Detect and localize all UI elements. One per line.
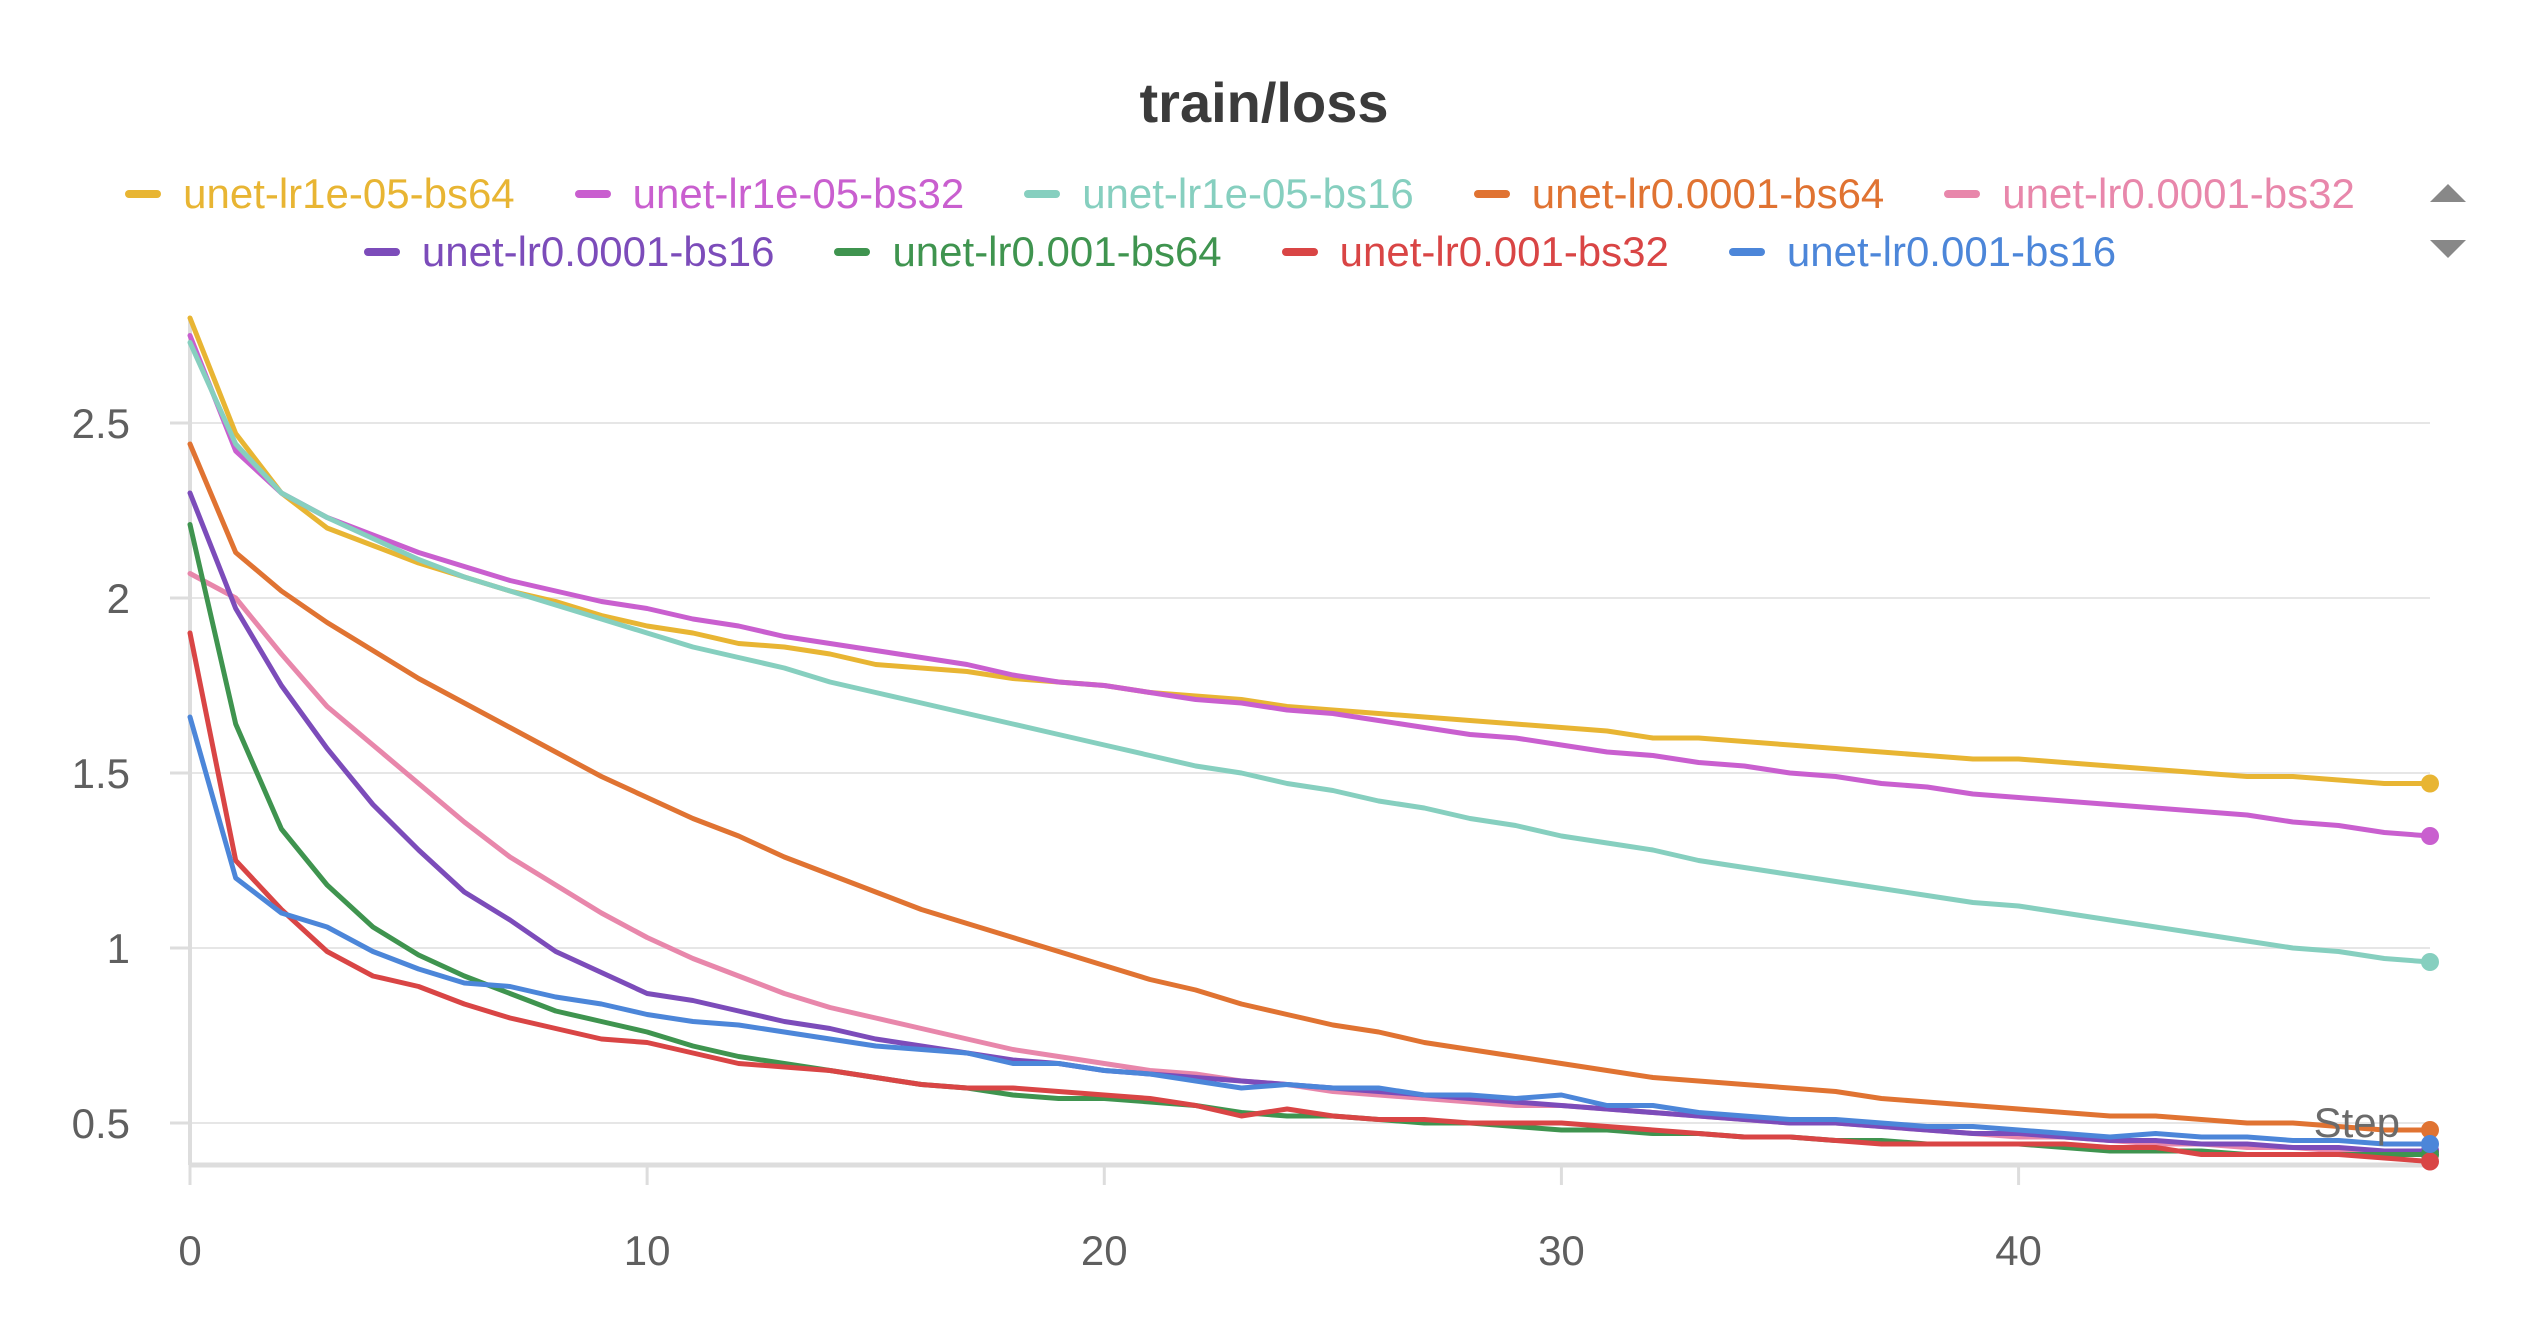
series-end-marker (2421, 953, 2439, 971)
legend-label: unet-lr0.001-bs16 (1786, 228, 2117, 275)
series-line-unet-lr1e-05-bs32[interactable] (187, 333, 2433, 839)
grid-lines (190, 422, 2430, 1124)
scroll-down-icon[interactable] (2430, 240, 2466, 258)
series-end-marker (2421, 1152, 2439, 1171)
legend-label: unet-lr0.001-bs32 (1339, 228, 1669, 275)
x-tick-label: 0 (178, 1227, 201, 1274)
x-axis-title: Step (2314, 1099, 2400, 1146)
legend-item[interactable]: unet-lr0.0001-bs32 (1944, 170, 2355, 218)
legend-swatch (834, 248, 871, 256)
legend-item[interactable]: unet-lr0.001-bs64 (834, 228, 1222, 276)
y-tick-label: 1.5 (72, 750, 130, 797)
legend-item[interactable]: unet-lr1e-05-bs64 (125, 170, 515, 218)
chart-legend: unet-lr1e-05-bs64 unet-lr1e-05-bs32 unet-l… (40, 165, 2440, 281)
x-tick-label: 20 (1081, 1227, 1128, 1274)
legend-swatch (1281, 248, 1318, 256)
legend-swatch (1024, 190, 1061, 198)
y-tick-label: 2.5 (72, 400, 130, 447)
legend-label: unet-lr0.001-bs64 (892, 228, 1222, 275)
series-line-unet-lr0.0001-bs64[interactable] (187, 441, 2433, 1133)
legend-item[interactable]: unet-lr1e-05-bs32 (574, 170, 965, 218)
x-tick-label: 40 (1995, 1227, 2042, 1274)
legend-swatch (363, 248, 400, 256)
legend-label: unet-lr1e-05-bs64 (183, 170, 515, 217)
legend-swatch (1473, 190, 1510, 198)
legend-swatch (1728, 248, 1765, 256)
series-line-unet-lr1e-05-bs64[interactable] (187, 315, 2433, 786)
legend-item[interactable]: unet-lr0.001-bs32 (1281, 228, 1669, 276)
series-line-unet-lr1e-05-bs16[interactable] (187, 340, 2433, 965)
legend-label: unet-lr1e-05-bs16 (1082, 170, 1414, 217)
series-end-marker (2421, 827, 2439, 845)
legend-swatch (574, 190, 611, 198)
y-tick-label: 2 (107, 575, 130, 622)
legend-item[interactable]: unet-lr0.0001-bs16 (363, 228, 775, 276)
x-tick-label: 10 (624, 1227, 671, 1274)
series-line-unet-lr0.0001-bs16[interactable] (187, 490, 2433, 1154)
legend-label: unet-lr0.0001-bs64 (1531, 170, 1885, 217)
series-line-unet-lr0.001-bs16[interactable] (187, 714, 2433, 1147)
legend-row: unet-lr0.0001-bs16 unet-lr0.001-bs64 unet-… (40, 223, 2440, 281)
series-lines (187, 315, 2439, 1171)
chart-title: train/loss (1139, 71, 1389, 134)
legend-label: unet-lr0.0001-bs16 (421, 228, 775, 275)
legend-label: unet-lr1e-05-bs32 (632, 170, 965, 217)
legend-item[interactable]: unet-lr1e-05-bs16 (1024, 170, 1414, 218)
y-tick-label: 0.5 (72, 1100, 130, 1147)
legend-item[interactable]: unet-lr0.001-bs16 (1728, 228, 2117, 276)
legend-label: unet-lr0.0001-bs32 (2002, 170, 2355, 217)
series-line-unet-lr0.001-bs32[interactable] (187, 630, 2433, 1164)
legend-swatch (1944, 190, 1981, 198)
legend-row: unet-lr1e-05-bs64 unet-lr1e-05-bs32 unet-l… (40, 165, 2440, 223)
series-line-unet-lr0.0001-bs32[interactable] (187, 571, 2433, 1154)
series-end-marker (2421, 1121, 2439, 1139)
series-line-unet-lr0.001-bs64[interactable] (187, 522, 2433, 1157)
legend-scroll-controls (2424, 172, 2474, 272)
series-end-marker (2421, 774, 2439, 793)
scroll-up-icon[interactable] (2430, 184, 2466, 202)
axes (170, 318, 2430, 1185)
x-tick-label: 30 (1538, 1227, 1585, 1274)
series-end-marker (2421, 1135, 2439, 1153)
y-tick-label: 1 (107, 925, 130, 972)
tick-labels: 0.5 1 1.5 2 2.5 0 10 20 30 40 Step (72, 400, 2400, 1274)
legend-swatch (125, 190, 162, 198)
legend-item[interactable]: unet-lr0.0001-bs64 (1473, 170, 1885, 218)
